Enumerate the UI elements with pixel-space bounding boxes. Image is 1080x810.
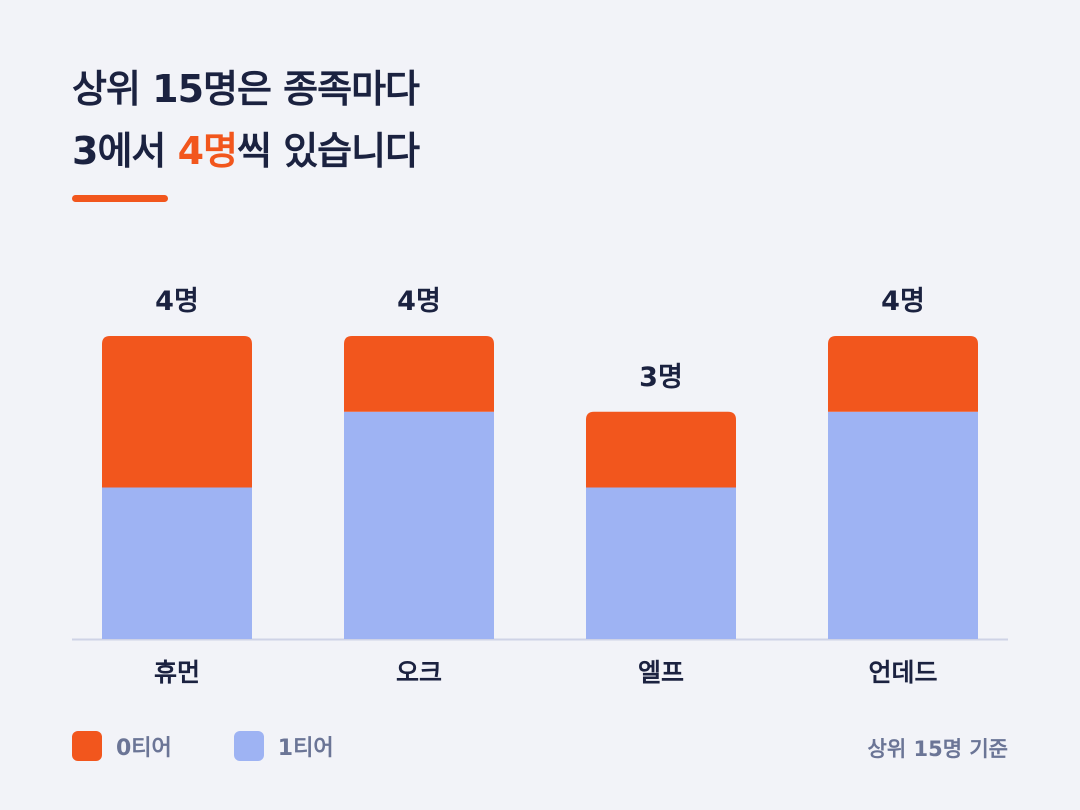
category-label-2: 엘프 [638, 658, 684, 687]
legend-item-tier0: 0티어 [72, 730, 172, 762]
data-label-2: 3명 [639, 362, 683, 393]
bar-0티어-3 [828, 336, 978, 412]
title-line-2-suffix: 씩 있습니다 [237, 129, 420, 173]
legend-label-tier1: 1티어 [277, 736, 334, 761]
bar-0티어-2 [586, 411, 736, 488]
title-line-1: 상위 15명은 종족마다 [72, 67, 420, 111]
category-label-3: 언데드 [868, 658, 937, 687]
bar-0티어-1 [344, 336, 494, 412]
title-line-2-accent: 4명 [177, 129, 238, 173]
chart-footnote: 상위 15명 기준 [867, 737, 1008, 761]
legend-label-tier0: 0티어 [116, 736, 172, 761]
chart-title: 상위 15명은 종족마다 3에서 4명씩 있습니다 [72, 58, 420, 182]
legend-swatch-tier0 [72, 731, 102, 761]
data-label-3: 4명 [881, 286, 925, 317]
legend-item-tier1: 1티어 [233, 730, 334, 762]
legend: 0티어 1티어 [72, 730, 396, 762]
bar-1티어-0 [102, 487, 252, 639]
bar-0티어-0 [102, 336, 252, 488]
category-label-1: 오크 [396, 658, 442, 687]
bar-1티어-1 [344, 411, 494, 639]
data-label-1: 4명 [397, 286, 441, 317]
title-line-2-prefix: 3에서 [72, 129, 178, 173]
data-label-0: 4명 [155, 286, 199, 317]
bar-1티어-2 [586, 487, 736, 639]
legend-swatch-tier1 [233, 731, 264, 761]
bar-1티어-3 [828, 411, 978, 639]
category-label-0: 휴먼 [154, 658, 200, 687]
title-underline [72, 195, 168, 202]
